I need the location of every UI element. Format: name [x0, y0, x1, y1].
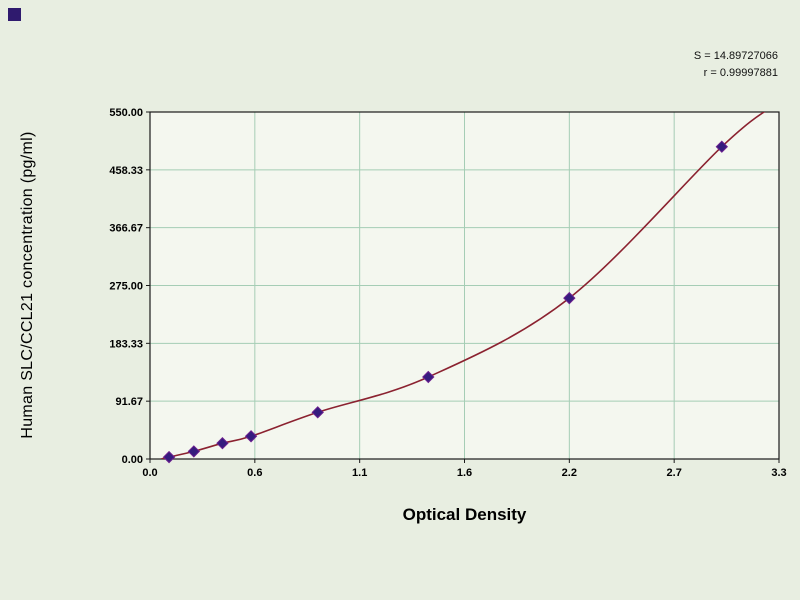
data-point-marker — [187, 445, 201, 458]
data-point-marker — [715, 140, 729, 153]
data-point-marker — [244, 430, 258, 443]
fit-stat-s: S = 14.89727066 — [693, 50, 778, 62]
data-point-marker — [563, 291, 576, 305]
x-tick-label: 3.3 — [771, 467, 786, 479]
y-tick-label: 183.33 — [109, 338, 143, 350]
y-tick-label: 91.67 — [115, 396, 143, 408]
data-point-marker — [162, 450, 176, 464]
data-point-marker — [311, 406, 324, 419]
fit-statistics: S = 14.89727066 r = 0.99997881 — [694, 48, 778, 82]
data-point-marker — [216, 437, 229, 450]
y-axis-title: Human SLC/CCL21 concentration (pg/ml) — [19, 131, 36, 439]
x-tick-label: 2.2 — [562, 467, 577, 479]
y-tick-label: 458.33 — [109, 165, 143, 177]
y-tick-label: 275.00 — [109, 281, 143, 293]
x-tick-label: 2.7 — [667, 467, 682, 479]
x-tick-label: 1.1 — [352, 467, 367, 479]
plot-border — [149, 111, 780, 460]
x-tick-label: 1.6 — [457, 467, 472, 479]
y-tick-label: 0.00 — [122, 454, 143, 466]
x-tick-label: 0.6 — [247, 467, 262, 479]
fit-stat-r: r = 0.99997881 — [703, 67, 778, 79]
x-axis-title: Optical Density — [402, 505, 527, 524]
y-tick-label: 366.67 — [109, 223, 143, 235]
data-point-marker — [422, 370, 435, 384]
corner-marker — [8, 8, 21, 21]
y-tick-label: 550.00 — [109, 107, 143, 119]
x-tick-label: 0.0 — [142, 467, 157, 479]
